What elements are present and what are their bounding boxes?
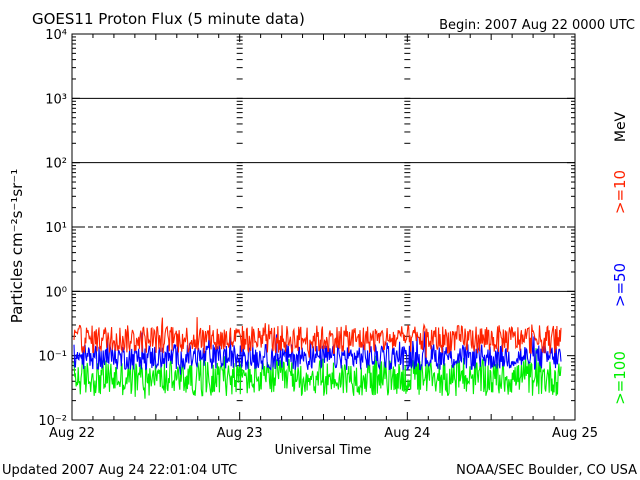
x-tick-label: Aug 24 [384, 426, 430, 441]
x-tick-label: Aug 23 [217, 426, 263, 441]
chart-title: GOES11 Proton Flux (5 minute data) [32, 10, 305, 28]
y-tick-label: 10² [45, 157, 67, 172]
y-tick-label: 10³ [45, 92, 67, 107]
legend-unit: MeV [613, 111, 629, 142]
x-axis-label: Universal Time [275, 443, 372, 458]
x-tick-label: Aug 22 [49, 426, 95, 441]
legend-entry: >=100 [611, 351, 629, 405]
updated-timestamp: Updated 2007 Aug 24 22:01:04 UTC [2, 463, 237, 478]
legend-entry: >=50 [611, 263, 629, 307]
flux-series-line [73, 348, 562, 399]
x-tick-label: Aug 25 [552, 426, 598, 441]
y-tick-label: 10⁻² [38, 414, 67, 429]
y-tick-label: 10⁴ [45, 28, 67, 43]
flux-series-line [73, 331, 562, 375]
flux-series-line [73, 317, 562, 358]
y-axis-label: Particles cm⁻²s⁻¹sr⁻¹ [8, 169, 26, 323]
source-credit: NOAA/SEC Boulder, CO USA [456, 463, 637, 478]
y-tick-label: 10¹ [45, 221, 67, 236]
legend-entry: >=10 [611, 170, 629, 214]
begin-label: Begin: 2007 Aug 22 0000 UTC [439, 18, 635, 33]
y-tick-label: 10⁻¹ [38, 350, 67, 365]
y-tick-label: 10⁰ [45, 285, 67, 300]
